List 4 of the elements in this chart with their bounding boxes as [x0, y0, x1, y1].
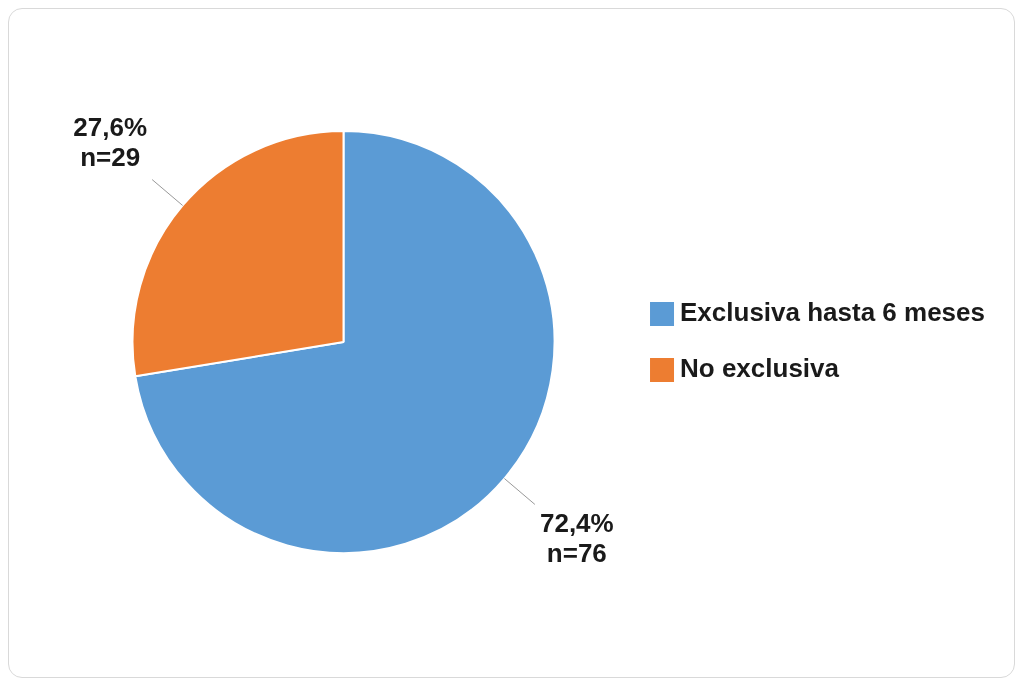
data-label: 27,6% n=29: [73, 112, 148, 173]
data-label: 72,4% n=76: [539, 508, 614, 569]
legend-label: Exclusiva hasta 6 meses: [680, 297, 985, 328]
legend-label: No exclusiva: [680, 353, 840, 384]
